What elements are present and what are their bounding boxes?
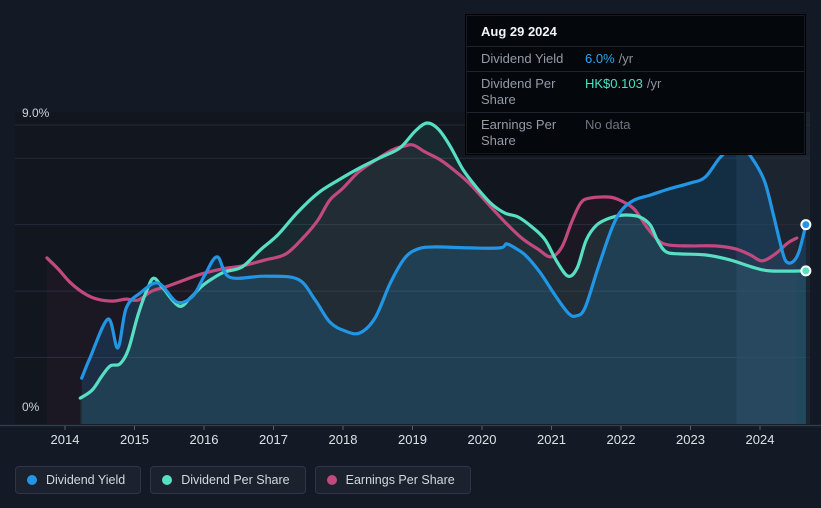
tooltip-suffix: /yr: [646, 76, 662, 91]
plot-panel: [15, 112, 810, 424]
area-fill-earnings-per-share: [46, 144, 797, 424]
series-line-dividend-per-share: [78, 121, 808, 400]
legend-item-dividend-per-share[interactable]: Dividend Per Share: [150, 466, 306, 494]
tooltip-date: Aug 29 2024: [481, 24, 557, 39]
y-axis-bottom-label: 0%: [22, 400, 40, 414]
legend-item-label: Earnings Per Share: [345, 473, 455, 487]
tooltip-label: Earnings Per Share: [481, 117, 557, 148]
chart-tooltip: Aug 29 2024 Dividend Yield 6.0% /yr Divi…: [466, 15, 805, 154]
legend-item-label: Dividend Yield: [46, 473, 126, 487]
legend-dot: [27, 475, 37, 485]
end-dot-dividend-per-share: [800, 265, 812, 277]
tooltip-label: Dividend Yield: [481, 51, 564, 66]
legend-dot: [162, 475, 173, 485]
tooltip-value: 6.0%: [585, 51, 615, 66]
chart-legend: Dividend Yield Dividend Per Share Earnin…: [15, 466, 471, 494]
legend-item-label: Dividend Per Share: [181, 473, 290, 487]
tooltip-label: Dividend Per Share: [481, 76, 556, 107]
tooltip-value: HK$0.103: [585, 76, 643, 91]
legend-item-dividend-yield[interactable]: Dividend Yield: [15, 466, 142, 494]
y-axis-top-label: 9.0%: [22, 106, 50, 120]
tooltip-row: Earnings Per Share No data: [467, 112, 804, 153]
past-region-band: [736, 112, 810, 424]
legend-dot: [326, 475, 337, 485]
area-fill-dividend-per-share: [80, 122, 806, 425]
tooltip-value: No data: [585, 117, 631, 132]
legend-item-earnings-per-share[interactable]: Earnings Per Share: [314, 466, 471, 494]
series-line-earnings-per-share: [45, 143, 799, 303]
end-dot-dividend-yield: [800, 219, 812, 231]
tooltip-row: Dividend Yield 6.0% /yr: [467, 46, 804, 71]
tooltip-suffix: /yr: [618, 51, 634, 66]
tooltip-row: Dividend Per Share HK$0.103 /yr: [467, 71, 804, 112]
